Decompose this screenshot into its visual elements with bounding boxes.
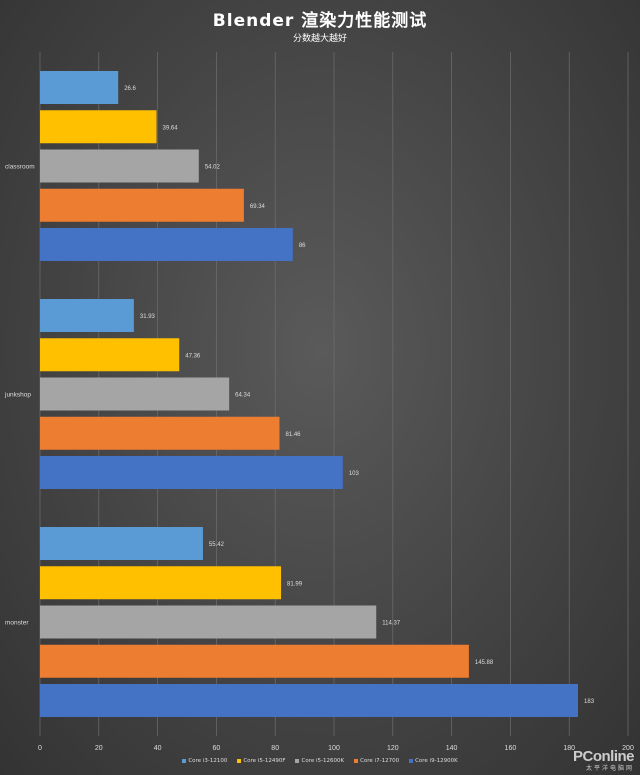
bar-monster-4: [40, 684, 579, 717]
watermark-logo-text: PConline: [572, 748, 635, 765]
bar-monster-3: [40, 644, 469, 678]
legend-item: Core i3-12100: [182, 758, 227, 764]
bar-classroom-3: [40, 188, 244, 222]
bar-monster-2: [40, 605, 377, 639]
legend-item: Core i5-12490F: [237, 758, 285, 764]
bar-monster-1: [40, 566, 282, 600]
category-label-monster: monster: [5, 620, 29, 627]
bar-classroom-2: [40, 149, 199, 183]
x-tick-label: 160: [505, 745, 517, 752]
data-label: 31.93: [140, 314, 156, 320]
bar-junkshop-2: [40, 377, 230, 411]
legend-item: Core i5-12600K: [295, 758, 344, 764]
bar-monster-0: [40, 527, 203, 560]
data-label: 55.42: [209, 542, 225, 548]
legend-swatch: [409, 759, 414, 763]
data-label: 54.02: [205, 165, 221, 171]
data-label: 103: [349, 471, 360, 477]
legend-label: Core i7-12700: [360, 758, 400, 764]
legend-swatch: [182, 759, 187, 763]
legend-item: Core i9-12900K: [409, 758, 458, 764]
bar-junkshop-0: [40, 299, 134, 332]
legend-label: Core i5-12490F: [243, 758, 286, 764]
watermark-sub-text: 太平洋电脑网: [585, 766, 634, 772]
data-label: 81.99: [287, 581, 303, 587]
legend-swatch: [295, 759, 300, 763]
data-label: 47.36: [185, 353, 201, 359]
data-label: 86: [299, 243, 306, 249]
data-label: 81.46: [285, 432, 301, 438]
data-label: 145.88: [475, 660, 494, 666]
legend-swatch: [354, 759, 359, 763]
x-tick-label: 140: [446, 745, 458, 752]
legend-swatch: [237, 759, 242, 763]
x-tick-label: 100: [328, 745, 340, 752]
legend-item: Core i7-12700: [354, 758, 399, 764]
x-tick-label: 200: [622, 745, 634, 752]
bar-junkshop-4: [40, 456, 343, 489]
bar-junkshop-3: [40, 416, 280, 450]
category-label-junkshop: junkshop: [4, 392, 31, 399]
x-tick-labels: 0 20 40 60 80 100 120 140 160 180 200: [38, 745, 634, 752]
data-label: 64.34: [235, 393, 251, 399]
data-labels: 26.6 39.64 54.02 69.34 86 31.93 47.36 64.34 81.4…: [124, 86, 594, 705]
x-tick-label: 0: [38, 745, 42, 752]
bar-classroom-1: [40, 110, 157, 144]
x-tick-label: 180: [563, 745, 575, 752]
legend-label: Core i5-12600K: [301, 758, 345, 764]
chart-title: Blender 渲染力性能测试: [212, 11, 428, 31]
bar-junkshop-1: [40, 338, 180, 372]
bar-classroom-0: [40, 71, 119, 104]
data-label: 26.6: [124, 86, 136, 92]
data-label: 183: [584, 699, 595, 705]
category-labels: classroom junkshop monster: [4, 164, 35, 627]
x-tick-label: 40: [154, 745, 162, 752]
x-tick-label: 120: [387, 745, 399, 752]
data-label: 69.34: [250, 204, 266, 210]
data-label: 114.37: [382, 621, 401, 627]
bars: [40, 71, 579, 717]
category-label-classroom: classroom: [5, 164, 35, 171]
bar-classroom-4: [40, 228, 293, 261]
x-tick-label: 60: [213, 745, 221, 752]
legend-label: Core i9-12900K: [415, 758, 458, 764]
legend-label: Core i3-12100: [188, 758, 228, 764]
data-label: 39.64: [163, 125, 179, 131]
pconline-watermark: PConline 太平洋电脑网: [572, 748, 635, 772]
chart-subtitle: 分数越大越好: [292, 34, 347, 44]
x-tick-label: 80: [271, 745, 279, 752]
x-tick-label: 20: [95, 745, 103, 752]
legend: Core i3-12100 Core i5-12490F Core i5-12600…: [0, 758, 640, 764]
